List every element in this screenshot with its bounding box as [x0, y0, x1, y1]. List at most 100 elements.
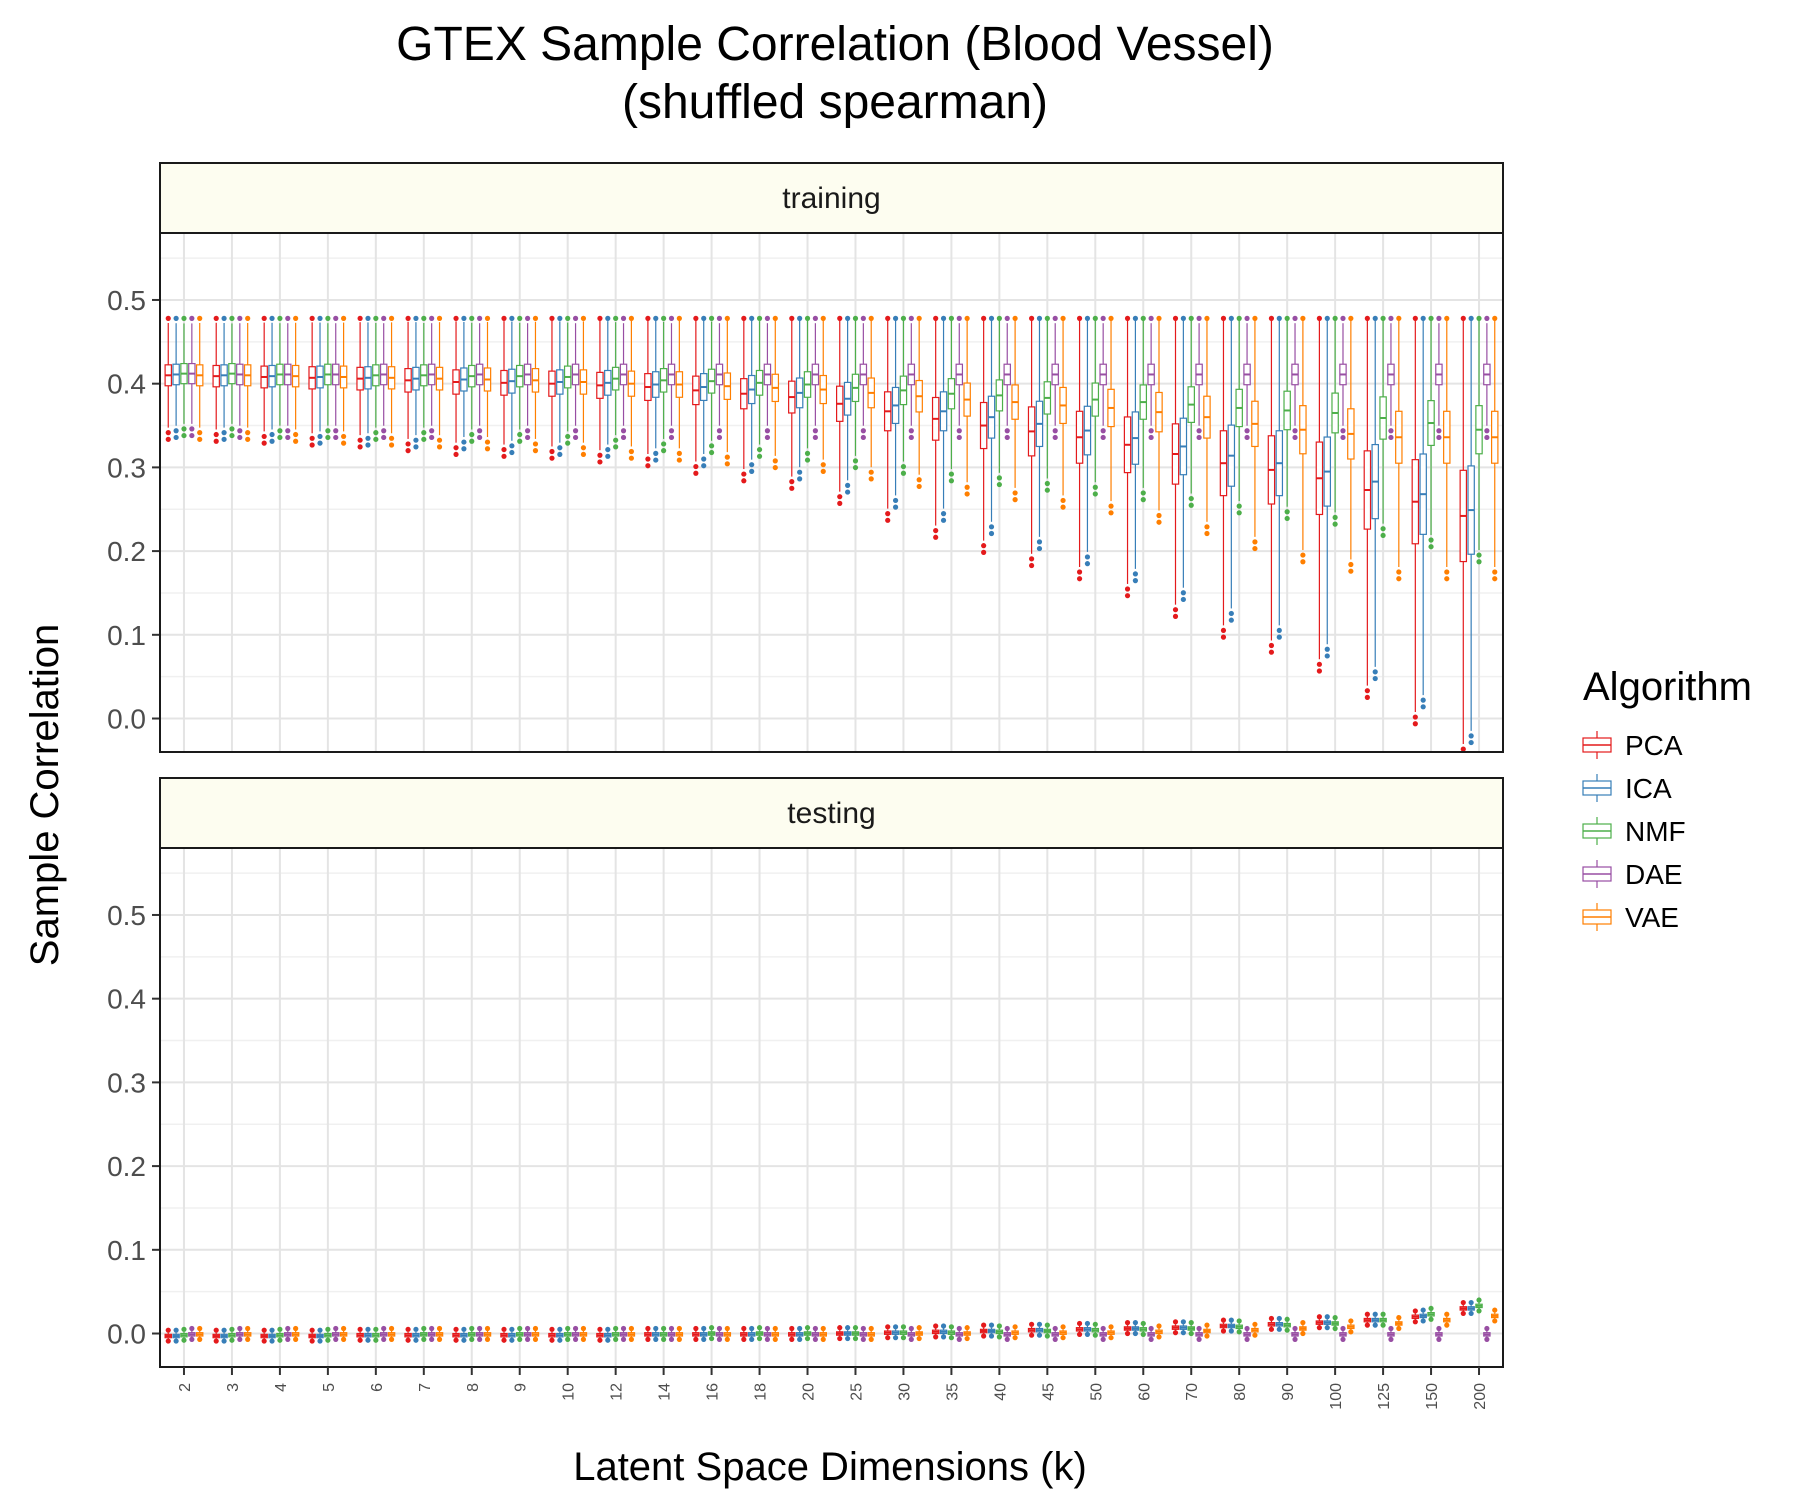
outlier-point	[716, 428, 723, 434]
outlier-point	[1132, 1330, 1139, 1337]
y-tick-label: 0.4	[107, 369, 146, 400]
box-ICA-k150	[1419, 315, 1427, 710]
box-NMF-k80	[1235, 315, 1243, 516]
outlier-point	[1348, 568, 1354, 574]
outlier-point	[237, 1336, 243, 1342]
outlier-point	[988, 524, 995, 530]
outlier-point	[1084, 1331, 1091, 1337]
outlier-point	[245, 1336, 251, 1342]
outlier-point	[429, 315, 435, 321]
outlier-point	[741, 471, 747, 477]
box-DAE-k200	[1483, 315, 1491, 441]
outlier-point	[572, 428, 579, 434]
box-VAE-k100	[1347, 315, 1355, 574]
outlier-point	[1252, 1321, 1258, 1327]
outlier-point	[1372, 1322, 1378, 1328]
outlier-point	[317, 1327, 323, 1333]
outlier-point	[501, 315, 507, 321]
box-VAE-k70	[1203, 1322, 1211, 1339]
outlier-point	[1060, 504, 1066, 510]
box-DAE-k3	[236, 1325, 244, 1342]
x-tick-label: 6	[369, 1383, 386, 1392]
box-VAE-k50	[1107, 1324, 1115, 1341]
outlier-point	[1188, 495, 1194, 502]
outlier-point	[285, 434, 291, 441]
outlier-point	[933, 1323, 939, 1329]
box-VAE-k3	[243, 1325, 252, 1342]
outlier-point	[1252, 539, 1258, 545]
box-VAE-k90	[1299, 1320, 1307, 1337]
box-DAE-k70	[1195, 1325, 1203, 1342]
outlier-point	[501, 453, 507, 459]
outlier-point	[1036, 1332, 1043, 1338]
outlier-point	[1092, 1321, 1098, 1327]
box-NMF-k35	[947, 1324, 956, 1341]
outlier-point	[1324, 1325, 1330, 1331]
box-ICA-k20	[795, 315, 804, 482]
y-tick-label: 0.1	[107, 620, 146, 651]
outlier-point	[1124, 593, 1131, 599]
outlier-point	[509, 1326, 515, 1332]
box-VAE-k14	[675, 315, 684, 463]
outlier-point	[221, 430, 227, 436]
outlier-point	[229, 1337, 235, 1343]
outlier-point	[285, 1336, 291, 1342]
outlier-point	[1268, 649, 1275, 655]
outlier-point	[956, 434, 962, 441]
outlier-point	[1092, 315, 1098, 321]
x-tick-label: 125	[1376, 1383, 1393, 1410]
box-VAE-k9	[531, 315, 540, 454]
outlier-point	[812, 315, 818, 321]
outlier-point	[557, 1337, 563, 1343]
outlier-point	[237, 428, 243, 434]
outlier-point	[716, 1336, 723, 1342]
outlier-point	[325, 1337, 331, 1343]
outlier-point	[789, 479, 795, 485]
box-NMF-k10	[563, 1325, 572, 1342]
box-VAE-k60	[1155, 315, 1163, 525]
outlier-point	[572, 315, 579, 321]
outlier-point	[1148, 428, 1154, 434]
box-PCA-k12	[596, 315, 604, 465]
outlier-point	[1364, 315, 1370, 321]
outlier-point	[1204, 524, 1210, 530]
box-NMF-k5	[324, 1326, 332, 1343]
outlier-point	[1252, 1332, 1258, 1338]
box-PCA-k90	[1267, 315, 1276, 655]
outlier-point	[1476, 552, 1482, 558]
box-NMF-k5	[324, 315, 332, 441]
box-PCA-k4	[260, 1327, 268, 1344]
outlier-point	[357, 444, 363, 450]
outlier-point	[772, 458, 778, 464]
outlier-point	[676, 1336, 682, 1342]
outlier-point	[948, 471, 955, 477]
outlier-point	[1244, 315, 1250, 321]
box-DAE-k200	[1483, 1325, 1491, 1342]
outlier-point	[1428, 315, 1434, 321]
outlier-point	[1180, 590, 1186, 596]
box-ICA-k30	[891, 315, 900, 510]
outlier-point	[852, 315, 859, 321]
outlier-point	[1052, 1336, 1058, 1342]
box-ICA-k4	[268, 315, 276, 444]
outlier-point	[1412, 315, 1418, 321]
box-NMF-k8	[468, 315, 476, 444]
box-VAE-k25	[867, 315, 875, 482]
box-ICA-k2	[172, 1327, 180, 1344]
box-ICA-k125	[1371, 1311, 1379, 1328]
outlier-point	[1476, 559, 1482, 565]
box-DAE-k8	[475, 1325, 484, 1342]
outlier-point	[1236, 315, 1242, 321]
outlier-point	[693, 1336, 699, 1342]
box-PCA-k150	[1411, 315, 1420, 727]
outlier-point	[597, 452, 603, 458]
box-ICA-k100	[1323, 315, 1332, 659]
outlier-point	[1100, 428, 1106, 434]
outlier-point	[981, 315, 987, 321]
box-PCA-k20	[788, 1325, 796, 1342]
outlier-point	[1316, 661, 1322, 667]
outlier-point	[1044, 1333, 1050, 1339]
box-PCA-k50	[1075, 1320, 1084, 1337]
box-NMF-k150	[1427, 1305, 1435, 1322]
box-NMF-k100	[1331, 315, 1339, 527]
